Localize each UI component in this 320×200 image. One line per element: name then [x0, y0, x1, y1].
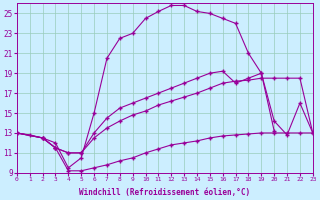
X-axis label: Windchill (Refroidissement éolien,°C): Windchill (Refroidissement éolien,°C) [79, 188, 250, 197]
